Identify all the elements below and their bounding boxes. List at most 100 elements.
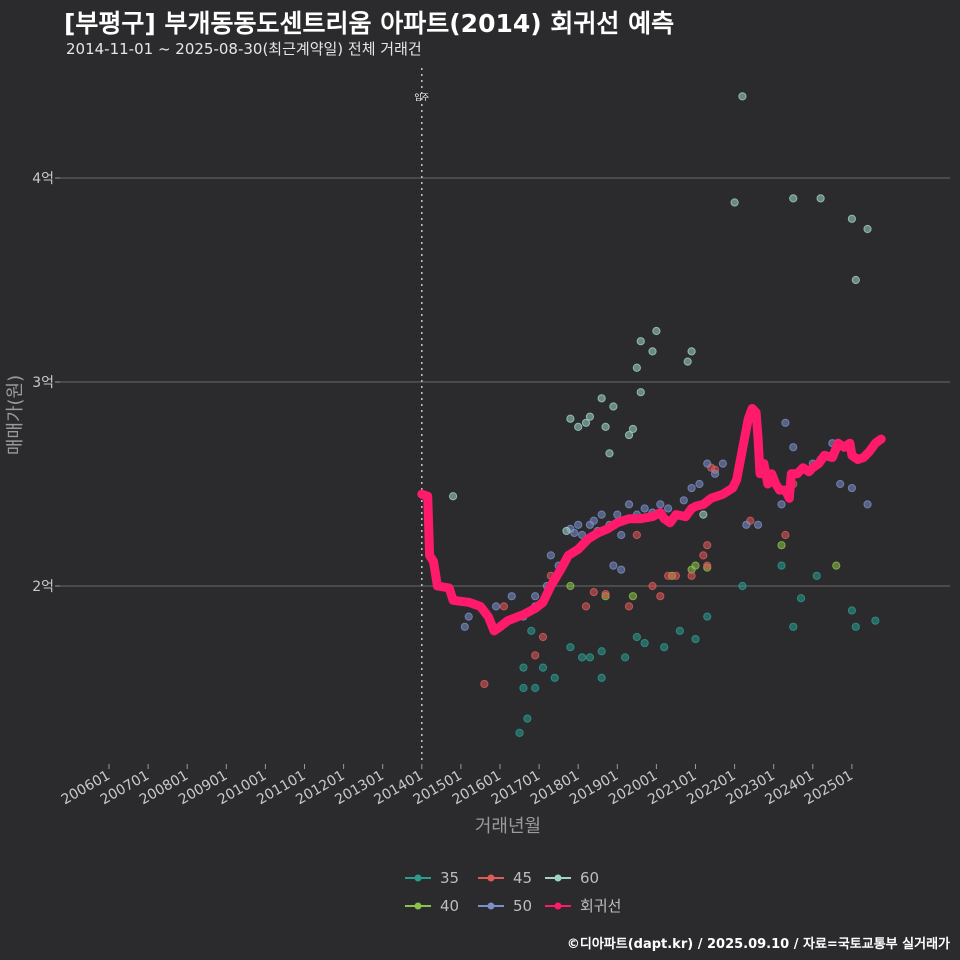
y-tick-label: 4억 [32, 171, 54, 187]
data-point-35 [550, 673, 559, 682]
data-point-50 [789, 443, 798, 452]
data-point-35 [566, 643, 575, 652]
data-point-45 [699, 551, 708, 560]
data-point-45 [664, 571, 673, 580]
data-point-50 [836, 479, 845, 489]
data-point-35 [660, 643, 669, 652]
data-point-50 [531, 592, 540, 601]
data-point-45 [624, 602, 634, 611]
legend-label-45: 45 [513, 869, 532, 887]
legend-dot-35 [414, 874, 422, 882]
points-layer [448, 92, 880, 737]
data-point-50 [687, 483, 696, 493]
data-point-50 [574, 520, 583, 529]
data-point-40 [566, 581, 575, 591]
data-point-50 [546, 551, 555, 560]
data-point-60 [624, 430, 634, 440]
data-point-45 [703, 541, 712, 550]
data-point-60 [609, 402, 618, 411]
data-point-45 [601, 590, 610, 599]
data-point-45 [538, 632, 548, 642]
data-point-35 [738, 581, 747, 591]
data-point-35 [597, 647, 606, 656]
data-point-50 [695, 479, 704, 489]
data-point-60 [652, 326, 661, 336]
data-point-35 [527, 626, 536, 635]
data-point-50 [491, 602, 501, 611]
data-point-50 [460, 622, 469, 631]
data-point-50 [847, 483, 857, 493]
data-point-35 [519, 663, 528, 672]
data-point-50 [679, 496, 688, 505]
data-point-60 [636, 337, 645, 346]
data-point-50 [718, 459, 727, 468]
data-point-60 [636, 388, 645, 397]
data-point-50 [617, 565, 626, 574]
data-point-60 [581, 418, 591, 427]
data-point-60 [574, 422, 583, 431]
data-point-50 [597, 510, 606, 519]
legend-dot-reg [554, 902, 562, 910]
data-point-35 [621, 653, 630, 662]
credit-text: ©디아파트(dapt.kr) / 2025.09.10 / 자료=국토교통부 실… [566, 937, 950, 952]
data-point-45 [499, 602, 509, 611]
data-point-35 [523, 714, 532, 723]
data-point-35 [691, 634, 700, 644]
data-point-50 [753, 520, 763, 529]
y-tick-label: 3억 [32, 375, 54, 391]
data-point-60 [816, 194, 825, 203]
data-point-35 [812, 571, 821, 580]
y-axis-title: 매매가(원) [5, 375, 26, 455]
data-point-50 [609, 561, 618, 570]
data-point-50 [703, 459, 712, 468]
data-point-60 [699, 510, 708, 519]
vline-layer: 입주 [414, 68, 429, 764]
data-point-60 [566, 414, 575, 423]
data-point-45 [671, 571, 681, 580]
legend-label-35: 35 [440, 869, 459, 887]
data-point-50 [640, 504, 649, 513]
data-point-60 [448, 492, 458, 501]
data-point-35 [871, 616, 880, 625]
data-point-50 [781, 418, 790, 427]
data-point-35 [703, 612, 712, 621]
data-point-50 [589, 516, 598, 525]
data-point-35 [851, 622, 860, 631]
data-point-50 [863, 500, 872, 509]
data-point-45 [589, 588, 598, 597]
data-point-50 [742, 520, 751, 529]
data-point-45 [781, 530, 790, 540]
data-point-60 [789, 194, 798, 203]
legend-dot-50 [487, 902, 495, 910]
data-point-40 [628, 592, 638, 601]
data-point-60 [562, 526, 571, 536]
data-point-50 [464, 612, 473, 621]
data-point-45 [648, 581, 657, 591]
legend: 35 45 60 40 50 회귀선 [405, 869, 621, 915]
data-point-35 [597, 673, 606, 682]
data-point-60 [648, 347, 657, 356]
data-point-50 [777, 500, 786, 509]
data-point-50 [578, 530, 587, 540]
data-point-35 [632, 632, 641, 642]
grid-layer [60, 177, 950, 587]
data-point-40 [832, 561, 841, 570]
data-point-35 [789, 622, 798, 631]
data-point-60 [730, 198, 739, 207]
data-point-60 [863, 224, 872, 234]
data-point-60 [601, 422, 610, 431]
data-point-35 [519, 683, 528, 693]
legend-label-40: 40 [440, 897, 459, 915]
data-point-35 [777, 561, 786, 570]
data-point-60 [738, 92, 747, 101]
data-point-50 [570, 528, 579, 538]
data-point-35 [796, 594, 806, 603]
data-point-35 [515, 728, 524, 737]
chart-subtitle: 2014-11-01 ~ 2025-08-30(최근계약일) 전체 거래건 [66, 40, 422, 58]
data-point-50 [617, 530, 626, 540]
data-point-60 [851, 275, 860, 285]
data-point-35 [640, 639, 649, 648]
data-point-50 [664, 504, 673, 513]
data-point-45 [632, 530, 641, 540]
